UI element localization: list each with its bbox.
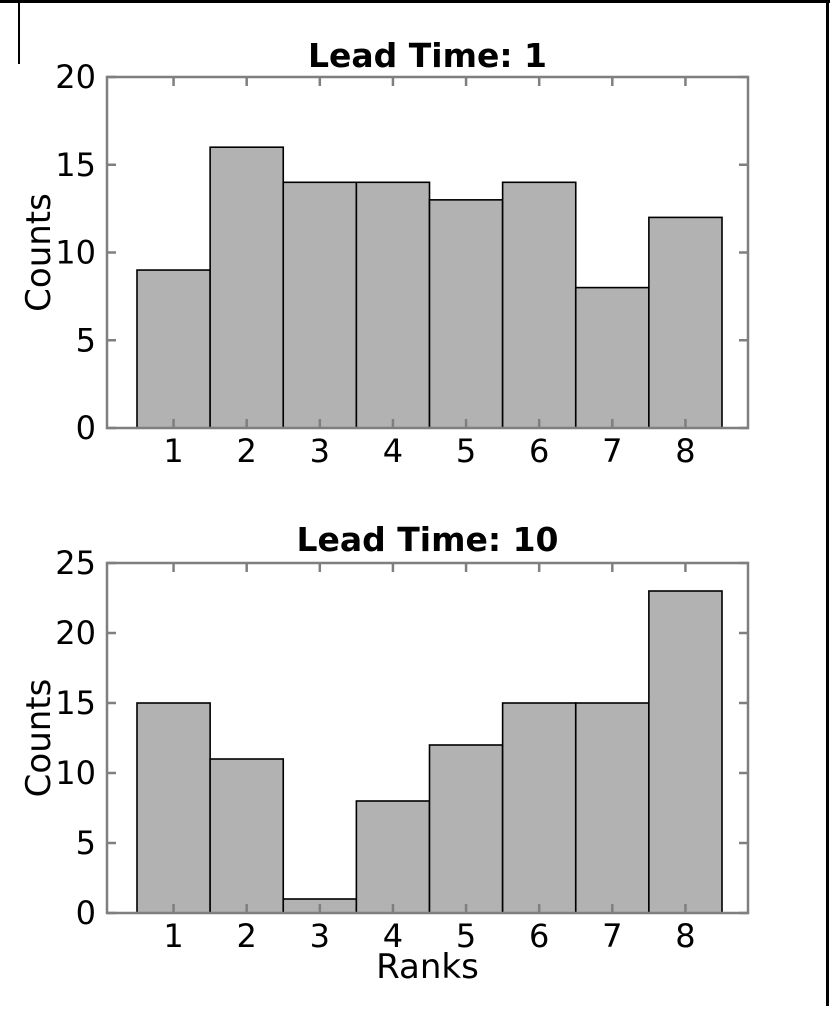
histogram-bar xyxy=(648,216,723,429)
histogram-bar xyxy=(136,269,211,429)
y-tick-label: 10 xyxy=(55,754,96,792)
y-tick-label: 0 xyxy=(76,409,96,447)
histogram-bar xyxy=(209,146,285,429)
x-tick-label: 7 xyxy=(602,917,622,955)
histogram-bar xyxy=(574,702,650,914)
histogram-bar xyxy=(282,181,358,429)
histogram-bar xyxy=(428,744,504,914)
y-tick-label: 10 xyxy=(55,234,96,272)
x-tick-label: 4 xyxy=(383,432,403,470)
x-tick-label: 8 xyxy=(675,432,695,470)
y-tick-label: 5 xyxy=(76,321,96,359)
y-tick-label: 15 xyxy=(55,684,96,722)
x-tick-label: 4 xyxy=(383,917,403,955)
x-tick-label: 7 xyxy=(602,432,622,470)
y-tick-label: 20 xyxy=(55,614,96,652)
x-tick-label: 8 xyxy=(675,917,695,955)
plot-box xyxy=(105,561,750,915)
chart-1-group: 0 5 10 15 20 25 1 2 3 4 5 6 7 8 Lead Time: 10 Counts Ran… xyxy=(19,520,750,987)
window-frame-left-edge xyxy=(18,0,20,64)
histogram-bar xyxy=(501,181,577,429)
histogram-bar xyxy=(574,286,650,429)
chart-title: Lead Time: 10 xyxy=(297,520,559,559)
histogram-bar xyxy=(648,590,723,914)
chart-0-group: 0 5 10 15 20 1 2 3 4 5 6 7 8 Lead Time: 1 Counts xyxy=(19,36,750,470)
histogram-bar xyxy=(355,800,431,914)
y-tick-label: 15 xyxy=(55,146,96,184)
x-axis-label: Ranks xyxy=(376,947,479,987)
x-tick-label: 5 xyxy=(456,917,476,955)
y-tick-label: 0 xyxy=(76,894,96,932)
histogram-bar xyxy=(501,702,577,914)
x-tick-label: 3 xyxy=(310,917,330,955)
window-frame-top-edge xyxy=(0,0,830,3)
chart-title: Lead Time: 1 xyxy=(308,36,547,75)
x-tick-label: 2 xyxy=(237,917,257,955)
x-tick-label: 5 xyxy=(456,432,476,470)
histogram-bar xyxy=(355,181,431,429)
x-tick-label: 3 xyxy=(310,432,330,470)
x-tick-label: 6 xyxy=(529,432,549,470)
y-tick-label: 5 xyxy=(76,824,96,862)
histogram-bar xyxy=(209,758,285,914)
window-frame-right-edge xyxy=(826,0,829,1006)
x-tick-label: 6 xyxy=(529,917,549,955)
x-tick-label: 1 xyxy=(163,917,183,955)
histogram-bar xyxy=(428,199,504,429)
x-tick-label: 2 xyxy=(237,432,257,470)
x-tick-label: 1 xyxy=(163,432,183,470)
y-tick-label: 20 xyxy=(55,58,96,96)
histogram-bar xyxy=(136,702,211,914)
y-tick-label: 25 xyxy=(55,544,96,582)
y-axis-label: Counts xyxy=(19,679,59,798)
y-axis-label: Counts xyxy=(19,193,59,312)
